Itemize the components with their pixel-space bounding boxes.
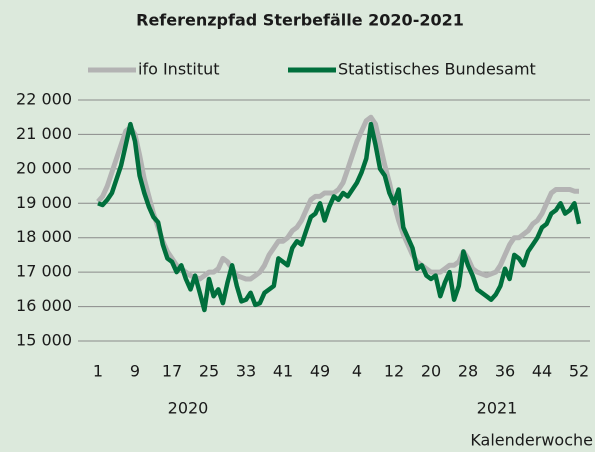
year-label: 2020 xyxy=(168,399,209,418)
y-tick-label: 19 000 xyxy=(16,193,72,212)
x-tick-label: 4 xyxy=(352,362,362,381)
chart-title: Referenzpfad Sterbefälle 2020-2021 xyxy=(136,11,464,30)
y-tick-label: 18 000 xyxy=(16,227,72,246)
year-label: 2021 xyxy=(477,399,518,418)
y-tick-label: 16 000 xyxy=(16,296,72,315)
x-tick-label: 17 xyxy=(162,362,182,381)
x-tick-label: 12 xyxy=(384,362,404,381)
y-tick-label: 21 000 xyxy=(16,124,72,143)
x-tick-label: 28 xyxy=(458,362,478,381)
x-tick-label: 41 xyxy=(273,362,293,381)
x-tick-label: 52 xyxy=(569,362,589,381)
x-tick-label: 1 xyxy=(93,362,103,381)
x-tick-label: 49 xyxy=(310,362,330,381)
legend-label: Statistisches Bundesamt xyxy=(338,60,536,79)
x-tick-label: 36 xyxy=(495,362,515,381)
y-tick-label: 15 000 xyxy=(16,331,72,350)
x-axis-label: Kalenderwoche xyxy=(470,431,593,450)
y-tick-label: 17 000 xyxy=(16,262,72,281)
x-tick-label: 25 xyxy=(199,362,219,381)
x-tick-label: 44 xyxy=(532,362,552,381)
series-line xyxy=(97,121,582,313)
x-tick-label: 9 xyxy=(130,362,140,381)
y-tick-label: 20 000 xyxy=(16,158,72,177)
y-tick-label: 22 000 xyxy=(16,90,72,109)
legend-label: ifo Institut xyxy=(138,60,220,79)
x-tick-label: 33 xyxy=(236,362,256,381)
x-tick-label: 20 xyxy=(421,362,441,381)
